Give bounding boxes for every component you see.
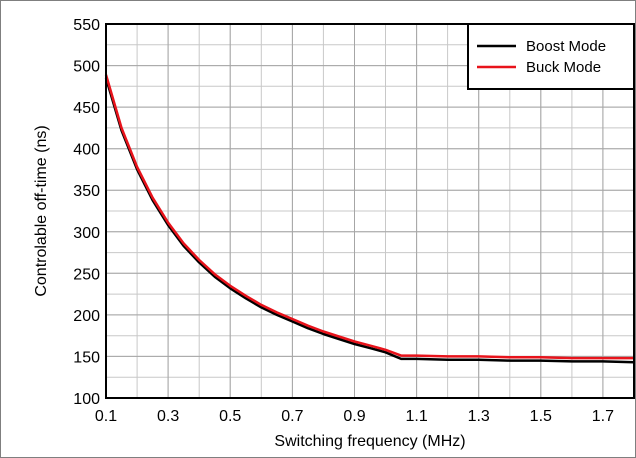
y-axis-label: Controlable off-time (ns) (33, 125, 50, 296)
y-tick-label: 100 (73, 391, 100, 408)
y-tick-label: 200 (73, 308, 100, 325)
y-tick-label: 300 (73, 225, 100, 242)
legend-label-boost-mode: Boost Mode (526, 38, 606, 55)
y-tick-label: 500 (73, 59, 100, 76)
x-tick-label: 0.1 (95, 408, 117, 425)
y-tick-label: 150 (73, 349, 100, 366)
legend: Boost Mode Buck Mode (467, 23, 635, 90)
y-tick-label: 250 (73, 266, 100, 283)
plot-area-border (105, 23, 635, 399)
y-tick-label: 450 (73, 100, 100, 117)
y-axis-tick-labels: 100 150 200 250 300 350 400 450 500 550 (73, 17, 100, 408)
legend-label-buck-mode: Buck Mode (526, 59, 601, 76)
series-lines (104, 74, 635, 364)
legend-box (467, 23, 635, 90)
x-tick-label: 0.5 (219, 408, 241, 425)
x-tick-label: 1.5 (530, 408, 552, 425)
x-axis-tick-labels: 0.1 0.3 0.5 0.7 0.9 1.1 1.3 1.5 1.7 (95, 408, 614, 425)
x-tick-label: 0.3 (157, 408, 179, 425)
y-tick-label: 550 (73, 17, 100, 34)
series-line-buck-mode (104, 74, 634, 360)
x-tick-label: 1.3 (468, 408, 490, 425)
x-axis-label: Switching frequency (MHz) (274, 433, 465, 450)
series-line-boost-mode (104, 77, 635, 364)
x-tick-label: 0.7 (281, 408, 303, 425)
y-tick-label: 350 (73, 183, 100, 200)
x-tick-label: 1.1 (405, 408, 427, 425)
y-tick-label: 400 (73, 142, 100, 159)
x-tick-label: 1.7 (592, 408, 614, 425)
x-tick-label: 0.9 (343, 408, 365, 425)
